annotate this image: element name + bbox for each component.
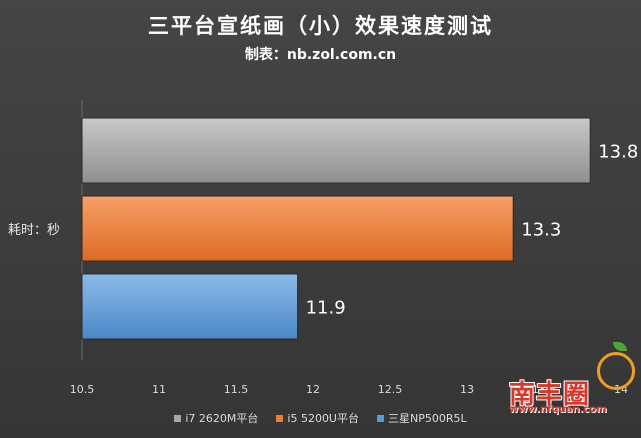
x-tick-label: 12.5 (378, 383, 403, 396)
watermark-text: 南丰圈 (509, 380, 591, 410)
chart-subtitle: 制表：nb.zol.com.cn (244, 47, 397, 63)
chart-title: 三平台宣纸画（小）效果速度测试 (148, 14, 493, 38)
legend-item: 三星NP500R5L (377, 410, 467, 426)
x-tick-label: 10.5 (70, 383, 95, 396)
data-label-1: 13.3 (521, 220, 561, 241)
legend: i7 2620M平台 i5 5200U平台 三星NP500R5L (0, 410, 641, 426)
legend-swatch-1 (276, 414, 284, 422)
x-tick-label: 12 (306, 383, 320, 396)
bar-2 (81, 273, 299, 340)
y-axis-label: 耗时：秒 (8, 223, 61, 238)
x-tick-label: 13.5 (532, 383, 557, 396)
legend-label-0: i7 2620M平台 (185, 412, 259, 425)
legend-swatch-2 (377, 414, 384, 422)
x-tick-label: 13 (460, 383, 474, 396)
watermark-url: www.nfquan.com (509, 404, 607, 415)
legend-item: i7 2620M平台 (174, 410, 258, 426)
bar-0 (81, 117, 591, 184)
bar-1 (81, 195, 514, 262)
leaf-icon (613, 342, 627, 351)
legend-item: i5 5200U平台 (276, 410, 359, 426)
legend-label-1: i5 5200U平台 (287, 412, 359, 425)
data-label-2: 11.9 (306, 298, 346, 319)
data-label-0: 13.8 (598, 142, 638, 163)
x-tick-label: 11 (152, 383, 166, 396)
legend-label-2: 三星NP500R5L (388, 412, 467, 425)
x-tick-label: 11.5 (224, 383, 249, 396)
orange-icon (597, 352, 635, 390)
legend-swatch-0 (174, 414, 182, 422)
watermark-logo: 南丰圈 www.nfquan.com (505, 342, 635, 422)
